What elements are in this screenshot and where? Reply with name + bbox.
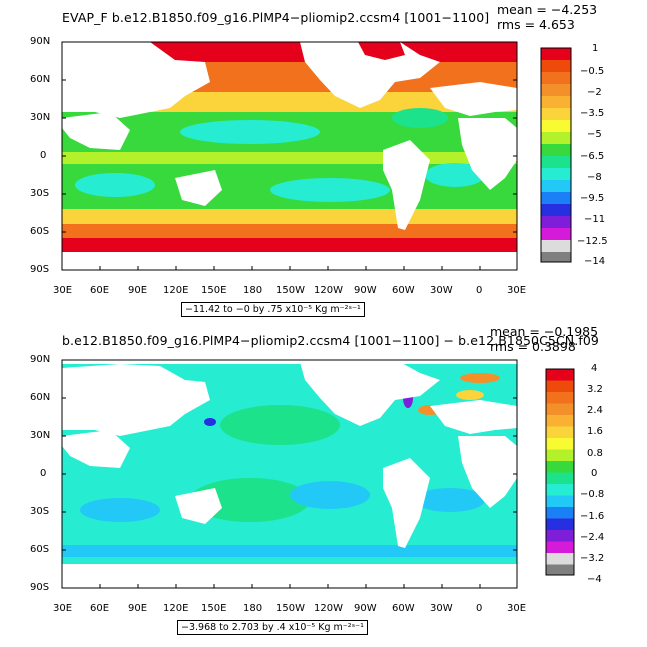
panel2-colorbar-label: 3.2 <box>587 384 603 395</box>
panel2-lat-label: 90N <box>30 354 51 365</box>
panel2-lon-label: 150E <box>201 603 227 614</box>
panel1-colorbar-label: −6.5 <box>580 151 605 162</box>
panel1-colorbar-label: −8 <box>587 172 602 183</box>
panel1-range-label: −11.42 to −0 by .75 x10⁻⁵ Kg m⁻²ˢ⁻¹ <box>181 302 365 317</box>
panel2-lon-label: 60E <box>90 603 110 614</box>
panel1-colorbar-label: −5 <box>587 129 602 140</box>
panel1-lat-label: 60S <box>30 226 50 237</box>
panel1-lon-label: 60E <box>90 285 110 296</box>
panel2-lat-label: 30S <box>30 506 50 517</box>
panel2-lon-label: 120E <box>163 603 189 614</box>
panel2-lat-label: 60S <box>30 544 50 555</box>
panel2-colorbar-label: −3.2 <box>580 553 605 564</box>
panel2-colorbar-label: −0.8 <box>580 489 605 500</box>
panel2-map <box>62 360 517 588</box>
panel2-lon-label: 30W <box>430 603 453 614</box>
panel2-lon-label: 120W <box>314 603 343 614</box>
panel1-map <box>62 42 517 270</box>
panel1-lat-label: 90N <box>30 36 51 47</box>
panel1-lon-label: 180 <box>243 285 263 296</box>
panel1-mean: mean = −4.253 <box>497 2 598 17</box>
panel2-lon-label: 60W <box>392 603 415 614</box>
panel1-rms: rms = 4.653 <box>497 17 575 32</box>
panel1-lon-label: 30W <box>430 285 453 296</box>
panel1-ticks <box>62 41 517 271</box>
panel1-lat-label: 30S <box>30 188 50 199</box>
panel2-lon-label: 150W <box>276 603 305 614</box>
panel1-lon-label: 90W <box>354 285 377 296</box>
panel1-colorbar-label: −14 <box>584 256 606 267</box>
panel2-colorbar-label: 0 <box>591 468 598 479</box>
panel1-lon-label: 120W <box>314 285 343 296</box>
panel2-colorbar-label: −1.6 <box>580 511 605 522</box>
panel2-ticks <box>62 397 517 588</box>
panel1-title: EVAP_F b.e12.B1850.f09_g16.PlMP4−pliomip… <box>62 10 490 25</box>
panel2-colorbar-label: 1.6 <box>587 426 603 437</box>
panel1-colorbar-label: −9.5 <box>580 193 605 204</box>
panel1-lon-label: 30E <box>507 285 527 296</box>
panel1-colorbar <box>540 47 572 263</box>
panel2-lon-label: 180 <box>243 603 263 614</box>
panel2-lon-label: 0 <box>476 603 483 614</box>
panel1-colorbar-label: −3.5 <box>580 108 605 119</box>
panel1-lat-label: 90S <box>30 264 50 275</box>
panel2-lat-label: 90S <box>30 582 50 593</box>
panel1-lat-label: 60N <box>30 74 51 85</box>
panel1-lon-label: 150E <box>201 285 227 296</box>
panel1-lon-label: 90E <box>128 285 148 296</box>
panel2-title: b.e12.B1850.f09_g16.PlMP4−pliomip2.ccsm4… <box>62 333 599 348</box>
panel1-lat-label: 0 <box>40 150 47 161</box>
panel1-colorbar-label: −12.5 <box>577 236 608 247</box>
panel2-rms: rms = 0.3898 <box>490 339 576 354</box>
panel2-lat-label: 30N <box>30 430 51 441</box>
panel2-colorbar <box>545 368 575 576</box>
panel2-lat-label: 60N <box>30 392 51 403</box>
panel2-colorbar-label: 4 <box>591 363 598 374</box>
panel1-lon-label: 60W <box>392 285 415 296</box>
panel2-colorbar-label: −2.4 <box>580 532 605 543</box>
panel1-colorbar-label: −2 <box>587 87 602 98</box>
panel1-colorbar-label: 1 <box>592 43 599 54</box>
panel1-lon-label: 30E <box>53 285 73 296</box>
panel2-colorbar-label: −4 <box>587 574 602 585</box>
panel1-lon-label: 120E <box>163 285 189 296</box>
panel2-lon-label: 90W <box>354 603 377 614</box>
panel2-range-label: −3.968 to 2.703 by .4 x10⁻⁵ Kg m⁻²ˢ⁻¹ <box>177 620 368 635</box>
panel2-lat-label: 0 <box>40 468 47 479</box>
panel1-lat-label: 30N <box>30 112 51 123</box>
panel1-colorbar-label: −0.5 <box>580 66 605 77</box>
panel2-lon-label: 30E <box>507 603 527 614</box>
panel2-mean: mean = −0.1985 <box>490 324 599 339</box>
panel2-lon-label: 90E <box>128 603 148 614</box>
panel2-colorbar-label: 2.4 <box>587 405 603 416</box>
panel2-colorbar-label: 0.8 <box>587 448 603 459</box>
panel1-colorbar-label: −11 <box>584 214 606 225</box>
panel2-lon-label: 30E <box>53 603 73 614</box>
panel1-lon-label: 150W <box>276 285 305 296</box>
panel1-lon-label: 0 <box>476 285 483 296</box>
